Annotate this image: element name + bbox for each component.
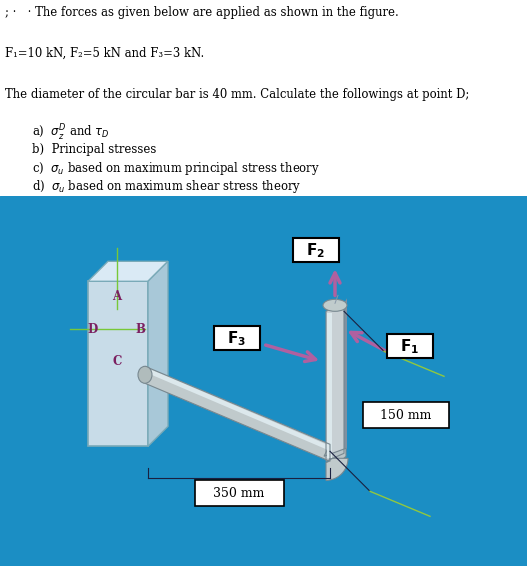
Text: $\mathbf{F_3}$: $\mathbf{F_3}$ [228,329,247,348]
Ellipse shape [323,299,347,311]
Text: 150 mm: 150 mm [380,409,432,422]
Polygon shape [88,261,168,281]
Polygon shape [326,303,344,462]
FancyBboxPatch shape [214,326,260,350]
FancyBboxPatch shape [387,335,433,358]
Text: C: C [112,355,122,368]
Polygon shape [145,375,333,462]
Polygon shape [326,458,348,480]
Polygon shape [148,369,331,451]
Polygon shape [148,261,168,446]
Polygon shape [327,314,332,458]
Text: c)  $\sigma_u$ based on maximum principal stress theory: c) $\sigma_u$ based on maximum principal… [32,160,320,177]
Ellipse shape [138,366,152,383]
Text: F₁=10 kN, F₂=5 kN and F₃=3 kN.: F₁=10 kN, F₂=5 kN and F₃=3 kN. [5,47,204,60]
Text: a)  $\sigma_z^D$ and $\tau_D$: a) $\sigma_z^D$ and $\tau_D$ [32,123,109,143]
Polygon shape [344,298,347,453]
Text: The diameter of the circular bar is 40 mm. Calculate the followings at point D;: The diameter of the circular bar is 40 m… [5,88,470,101]
Text: D: D [88,323,98,336]
Polygon shape [145,366,330,462]
Text: 350 mm: 350 mm [213,487,265,500]
FancyBboxPatch shape [363,403,449,428]
Text: $\mathbf{F_1}$: $\mathbf{F_1}$ [401,337,419,356]
Text: B: B [135,323,145,336]
Text: b)  Principal stresses: b) Principal stresses [32,143,156,156]
Text: A: A [112,290,122,303]
FancyBboxPatch shape [195,480,284,506]
FancyBboxPatch shape [293,238,339,263]
Text: $\mathbf{F_2}$: $\mathbf{F_2}$ [307,241,326,260]
Polygon shape [324,445,346,466]
Text: ; ·   · The forces as given below are applied as shown in the figure.: ; · · The forces as given below are appl… [5,6,399,19]
Text: d)  $\sigma_u$ based on maximum shear stress theory: d) $\sigma_u$ based on maximum shear str… [32,178,301,195]
Polygon shape [88,281,148,446]
Text: e)  $\sigma_u$ based on maximum deformation energy theory (Von Mises): e) $\sigma_u$ based on maximum deformati… [32,196,418,213]
